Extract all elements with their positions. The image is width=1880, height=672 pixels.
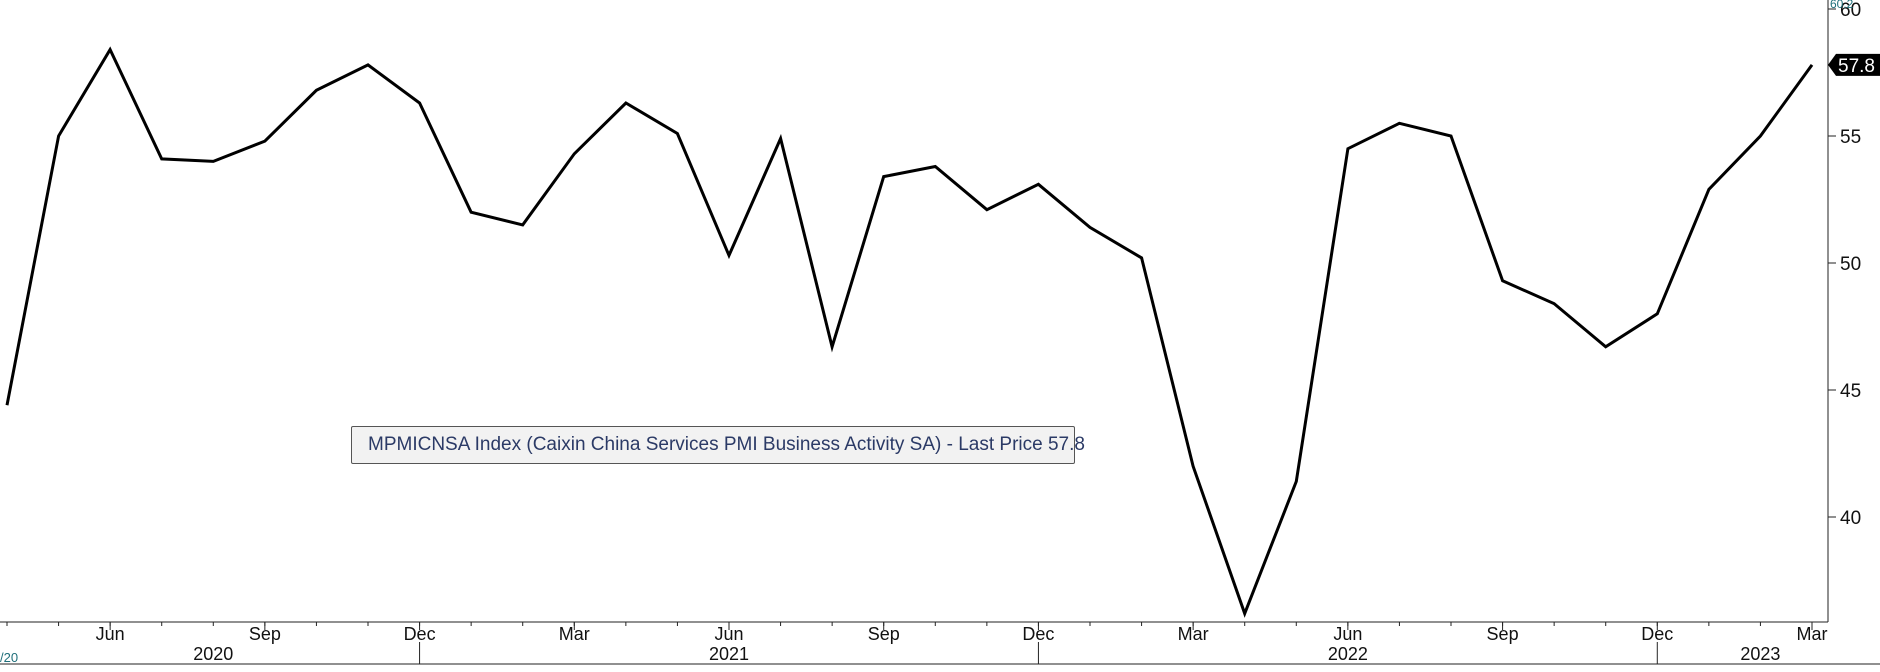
x-month-label: Mar xyxy=(1178,624,1209,644)
y-tick-label: 55 xyxy=(1840,127,1861,148)
x-year-label: 2023 xyxy=(1740,644,1780,664)
x-year-label: 2021 xyxy=(709,644,749,664)
x-month-label: Dec xyxy=(404,624,436,644)
x-month-label: Mar xyxy=(1797,624,1828,644)
y-tick-label: 40 xyxy=(1840,508,1861,529)
x-year-label: 2020 xyxy=(193,644,233,664)
left-edge-partial-label: /20 xyxy=(0,650,18,665)
x-month-label: Jun xyxy=(96,624,125,644)
last-price-label: 57.8 xyxy=(1838,56,1875,77)
y-tick-label: 50 xyxy=(1840,254,1861,275)
x-month-label: Sep xyxy=(868,624,900,644)
x-month-label: Dec xyxy=(1022,624,1054,644)
x-month-label: Sep xyxy=(249,624,281,644)
x-month-label: Jun xyxy=(1333,624,1362,644)
x-month-label: Dec xyxy=(1641,624,1673,644)
axis-top-partial-label: 60.2 xyxy=(1830,0,1854,11)
chart-legend: MPMICNSA Index (Caixin China Services PM… xyxy=(351,426,1075,464)
legend-text: MPMICNSA Index (Caixin China Services PM… xyxy=(368,434,1085,456)
x-year-label: 2022 xyxy=(1328,644,1368,664)
x-month-label: Sep xyxy=(1487,624,1519,644)
x-month-label: Mar xyxy=(559,624,590,644)
y-tick-label: 45 xyxy=(1840,381,1861,402)
series-line xyxy=(7,50,1812,614)
x-month-label: Jun xyxy=(714,624,743,644)
